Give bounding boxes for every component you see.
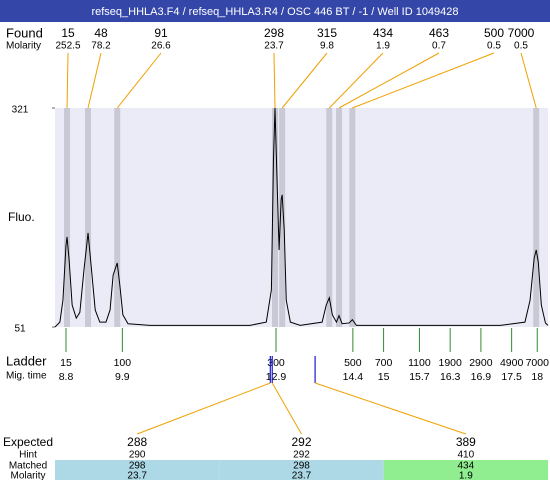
peak-molarity: 26.6 — [151, 41, 171, 52]
peak-band — [85, 108, 92, 327]
peak-band — [533, 108, 540, 327]
ladder-size: 15 — [60, 357, 72, 369]
mig-time-label: Mig. time — [6, 371, 47, 382]
peak-size: 7000 — [508, 26, 535, 40]
peak-connector — [116, 52, 162, 109]
ladder-size: 500 — [344, 357, 362, 369]
peak-size: 298 — [264, 26, 284, 40]
row-label: Molarity — [10, 471, 45, 480]
peak-connector — [281, 52, 328, 109]
cell-matched: 298 — [293, 461, 310, 472]
ladder-label: Ladder — [6, 353, 47, 368]
peak-band — [271, 108, 278, 327]
trace — [54, 107, 549, 328]
cell-expected: 389 — [456, 435, 476, 449]
peak-molarity: 23.7 — [264, 41, 284, 52]
ladder-size: 2900 — [469, 357, 493, 369]
peak-connector — [352, 52, 495, 109]
title-bar — [0, 0, 550, 22]
ladder-size: 1900 — [438, 357, 462, 369]
peak-connector — [66, 52, 69, 109]
cell-expected: 288 — [127, 435, 147, 449]
ladder-size: 700 — [375, 357, 393, 369]
row-label: Hint — [19, 450, 37, 461]
ladder-time: 16.3 — [440, 371, 461, 383]
found-label: Found — [6, 25, 43, 40]
cell-hint: 290 — [129, 450, 146, 461]
ladder-size: 4900 — [500, 357, 524, 369]
row-label: Expected — [3, 435, 53, 449]
peak-connector — [338, 52, 440, 109]
peak-band — [64, 108, 71, 327]
matched-background — [55, 460, 220, 480]
ladder-size: 1100 — [408, 357, 431, 369]
y-axis-label: Fluo. — [8, 210, 35, 224]
peak-band — [326, 108, 333, 327]
ladder-size: 7000 — [526, 357, 550, 369]
peak-band — [279, 108, 286, 327]
ladder-time: 12.9 — [266, 371, 287, 383]
ladder-time: 15 — [378, 371, 390, 383]
peak-connector — [328, 52, 384, 109]
cell-expected: 292 — [291, 435, 311, 449]
peak-size: 500 — [484, 26, 504, 40]
peak-connector — [87, 52, 102, 109]
peak-molarity: 0.5 — [487, 41, 501, 52]
peak-molarity: 0.5 — [514, 41, 528, 52]
peak-size: 434 — [373, 26, 393, 40]
cell-hint: 292 — [293, 450, 310, 461]
peak-molarity: 78.2 — [91, 41, 111, 52]
ladder-time: 18 — [531, 371, 543, 383]
plot-area — [55, 108, 548, 327]
cell-matched: 298 — [129, 461, 146, 472]
title: refseq_HHLA3.F4 / refseq_HHLA3.R4 / OSC … — [91, 6, 458, 18]
peak-molarity: 252.5 — [55, 41, 80, 52]
ladder-time: 14.4 — [343, 371, 364, 383]
cell-molarity: 23.7 — [292, 471, 312, 480]
ladder-size: 100 — [114, 357, 132, 369]
peak-molarity: 0.7 — [432, 41, 446, 52]
peak-connector — [520, 52, 537, 109]
peak-size: 48 — [94, 26, 108, 40]
peak-molarity: 9.8 — [320, 41, 334, 52]
peak-molarity: 1.9 — [376, 41, 390, 52]
molarity-label: Molarity — [6, 41, 41, 52]
peak-band — [349, 108, 356, 327]
peak-connector — [273, 52, 276, 109]
ladder-time: 17.5 — [501, 371, 522, 383]
peak-size: 91 — [154, 26, 168, 40]
y-tick-label: 51 — [14, 324, 26, 335]
cell-molarity: 1.9 — [459, 471, 473, 480]
cell-matched: 434 — [457, 461, 474, 472]
y-tick-label: 321 — [12, 105, 29, 116]
ladder-time: 15.7 — [409, 371, 430, 383]
matched-background — [383, 460, 548, 480]
expected-connector — [271, 382, 302, 435]
peak-band — [114, 108, 121, 327]
peak-band — [336, 108, 343, 327]
peak-size: 315 — [317, 26, 337, 40]
peak-size: 463 — [429, 26, 449, 40]
cell-hint: 410 — [457, 450, 474, 461]
ladder-time: 9.9 — [115, 371, 130, 383]
ladder-time: 16.9 — [471, 371, 492, 383]
ladder-time: 8.8 — [59, 371, 74, 383]
peak-size: 15 — [61, 26, 75, 40]
row-label: Matched — [9, 461, 47, 472]
expected-connector — [136, 382, 271, 435]
cell-molarity: 23.7 — [127, 471, 147, 480]
expected-connector — [314, 382, 466, 435]
matched-background — [219, 460, 384, 480]
